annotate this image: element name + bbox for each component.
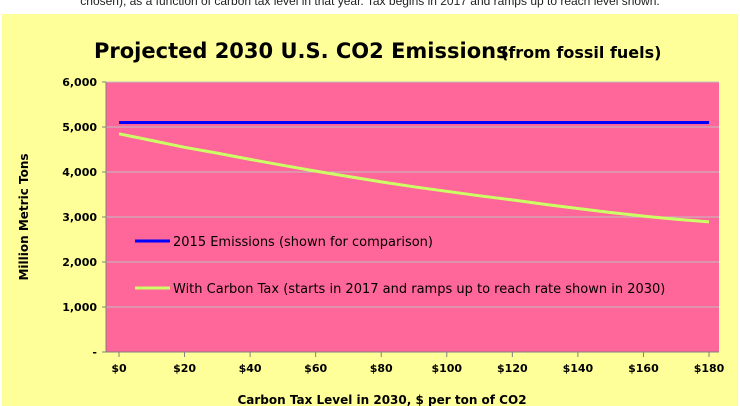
series-line-carbon-tax	[118, 132, 710, 224]
y-axis-label: Million Metric Tons	[17, 153, 31, 280]
y-tick-label: 4,000	[62, 166, 97, 179]
y-tick-label: 1,000	[62, 301, 97, 314]
x-tick-label: $0	[111, 362, 127, 375]
chart-frame: Projected 2030 U.S. CO2 Emissions (from …	[2, 14, 738, 406]
y-tick-label: 3,000	[62, 211, 97, 224]
x-tick-label: $180	[694, 362, 725, 375]
y-tick-label: 5,000	[62, 121, 97, 134]
legend: 2015 Emissions (shown for comparison) Wi…	[135, 235, 665, 297]
gridlines	[106, 81, 719, 308]
x-tick-label: $40	[239, 362, 262, 375]
y-tick-labels: - 1,000 2,000 3,000 4,000 5,000 6,000	[62, 76, 106, 359]
y-tick-label: 2,000	[62, 256, 97, 269]
chart-subtitle: (from fossil fuels)	[501, 43, 661, 62]
x-tick-label: $120	[497, 362, 528, 375]
top-note-text: chosen), as a function of carbon tax lev…	[80, 0, 660, 8]
x-tick-labels: $0 $20 $40 $60 $80 $100 $120 $140 $160 $180	[111, 352, 725, 375]
x-tick-label: $100	[431, 362, 462, 375]
x-tick-label: $140	[563, 362, 594, 375]
x-tick-label: $60	[304, 362, 327, 375]
line-chart: Projected 2030 U.S. CO2 Emissions (from …	[17, 39, 725, 406]
series-lines	[118, 121, 710, 224]
y-tick-label: 6,000	[62, 76, 97, 89]
x-tick-label: $160	[628, 362, 659, 375]
legend-label-2015: 2015 Emissions (shown for comparison)	[173, 235, 433, 250]
y-tick-label: -	[92, 346, 97, 359]
x-tick-label: $20	[173, 362, 196, 375]
x-tick-label: $80	[370, 362, 393, 375]
chart-title: Projected 2030 U.S. CO2 Emissions	[94, 39, 509, 63]
legend-label-carbon-tax: With Carbon Tax (starts in 2017 and ramp…	[173, 282, 665, 297]
